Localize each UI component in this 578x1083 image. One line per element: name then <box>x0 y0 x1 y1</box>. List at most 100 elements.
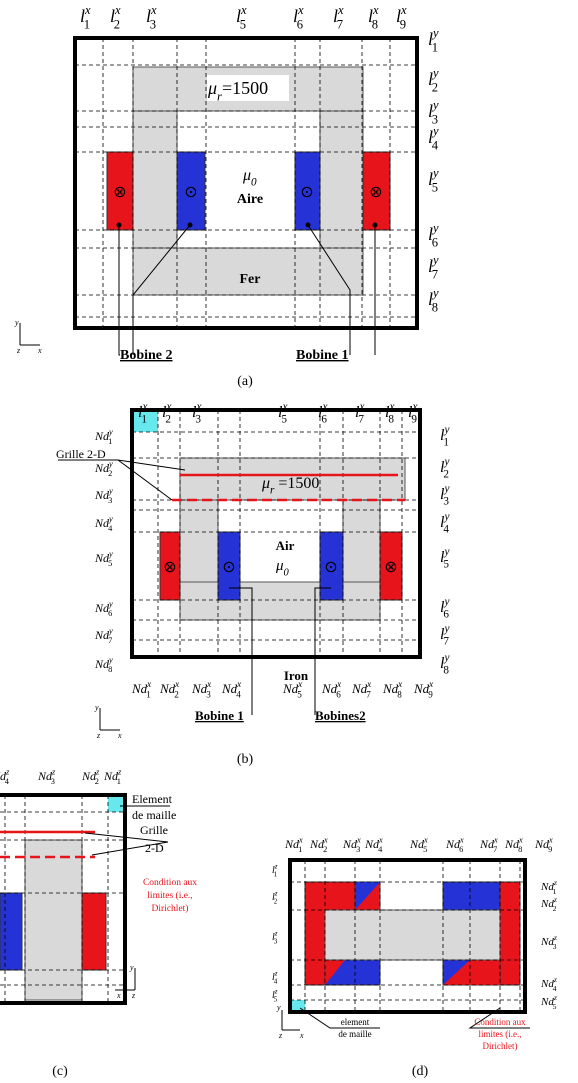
x-label: lx 9 <box>408 401 417 426</box>
label-sub: 4 <box>5 777 10 786</box>
iron-fill <box>181 583 379 619</box>
axes-icon <box>19 323 40 346</box>
axis-label: z <box>96 731 101 740</box>
label-base: l <box>428 224 433 244</box>
label-sub: 6 <box>443 609 449 621</box>
dot <box>372 222 378 228</box>
label-base: l <box>80 6 85 26</box>
label-base: Nd <box>94 628 110 642</box>
label-sub: 8 <box>388 414 394 426</box>
label-base: l <box>408 404 413 421</box>
leader <box>58 459 186 501</box>
label-sub: 1 <box>141 414 147 426</box>
label-sup: y <box>108 656 113 665</box>
label-base: Nd <box>94 461 110 475</box>
x-label: lx 5 <box>236 3 247 31</box>
caption: (c) <box>52 1064 68 1079</box>
label-sup: y <box>443 511 449 523</box>
current-in: ⊗ <box>369 182 382 201</box>
label-sub: 6 <box>321 414 327 426</box>
node-label: Ndz 1 <box>103 768 122 787</box>
node-label: Ndy 5 <box>94 550 113 569</box>
caption: (b) <box>237 752 254 767</box>
label-sup: x <box>356 836 361 845</box>
label-sub: 8 <box>443 665 449 677</box>
x-label: lx 3 <box>192 401 201 426</box>
node-label: Ndx 4 <box>221 679 241 699</box>
label-sup: x <box>323 836 328 845</box>
label-sub: 7 <box>358 414 364 426</box>
label-sup: y <box>108 550 113 559</box>
label-base: Nd <box>534 837 550 851</box>
label-sup: x <box>493 836 498 845</box>
node-label: Ndx 7 <box>351 679 371 699</box>
label-sub: 5 <box>108 559 112 568</box>
label-base: l <box>385 404 390 421</box>
x-label: lx 8 <box>385 401 394 426</box>
z-label: lz 4 <box>272 970 278 986</box>
node-label: Ndx 9 <box>534 836 553 855</box>
iron <box>324 909 501 961</box>
grid <box>132 410 420 657</box>
node-label: Ndz 3 <box>37 768 56 787</box>
label-sup: z <box>274 863 278 871</box>
label-sub: 7 <box>108 636 112 645</box>
node-label: Ndx 6 <box>445 836 464 855</box>
label-base: l <box>162 404 167 421</box>
label-sup: y <box>443 424 449 436</box>
label-base: l <box>110 6 115 26</box>
label-bg <box>207 75 289 101</box>
label-sub: 6 <box>432 235 438 249</box>
label-base: Nd <box>103 769 119 783</box>
label-sub: 5 <box>432 180 438 194</box>
label-sub: 5 <box>423 845 427 854</box>
boundary-label: limites (i.e., <box>479 1029 522 1039</box>
coil-label: Bobine 2 <box>120 348 173 363</box>
label-base: Nd <box>540 978 554 990</box>
label-sup: y <box>431 66 439 80</box>
label-sup: y <box>108 428 113 437</box>
label-sub: 2 <box>553 904 557 913</box>
coil <box>0 892 23 971</box>
leader <box>229 587 331 715</box>
label-sup: z <box>553 895 557 904</box>
x-label: lx 6 <box>293 3 304 31</box>
label-sup: y <box>431 26 439 40</box>
label-base: Nd <box>309 837 325 851</box>
boundary-label: Dirichlet) <box>152 903 189 914</box>
coil-label: Bobine 1 <box>195 708 244 723</box>
label-base: l <box>396 6 401 26</box>
node-label: Ndy 4 <box>94 515 113 534</box>
label-sup: x <box>321 401 327 413</box>
label-sup: y <box>443 456 449 468</box>
label-base: l <box>428 101 433 121</box>
label-sup: x <box>397 679 402 689</box>
axis-label: x <box>117 731 122 740</box>
label-base: Nd <box>504 837 520 851</box>
label-sub: 7 <box>366 690 371 700</box>
label-base: Nd <box>159 681 176 696</box>
node-label: Ndz 1 <box>540 878 557 896</box>
label-base: l <box>318 404 323 421</box>
boundary-label: limites (i.e., <box>147 890 192 901</box>
x-label: lx 8 <box>368 3 379 31</box>
label-base: Nd <box>382 681 399 696</box>
label-sub: 4 <box>108 524 113 533</box>
x-label: lx 7 <box>355 401 364 426</box>
axis-label: z <box>278 1031 283 1040</box>
x-label: lx 2 <box>110 3 121 31</box>
label-sub: 1 <box>117 777 121 786</box>
label-sup: x <box>298 836 303 845</box>
frame <box>0 793 127 1005</box>
label-sup: x <box>388 401 394 413</box>
axis-label: x <box>299 1031 304 1040</box>
node-label: Ndy 6 <box>94 600 113 619</box>
label-base: Nd <box>284 837 300 851</box>
label-base: Nd <box>540 936 554 948</box>
iron-top <box>179 457 406 501</box>
label-sub: 1 <box>432 40 438 54</box>
label-sub: 4 <box>236 690 241 700</box>
node-label: Ndx 2 <box>309 836 328 855</box>
